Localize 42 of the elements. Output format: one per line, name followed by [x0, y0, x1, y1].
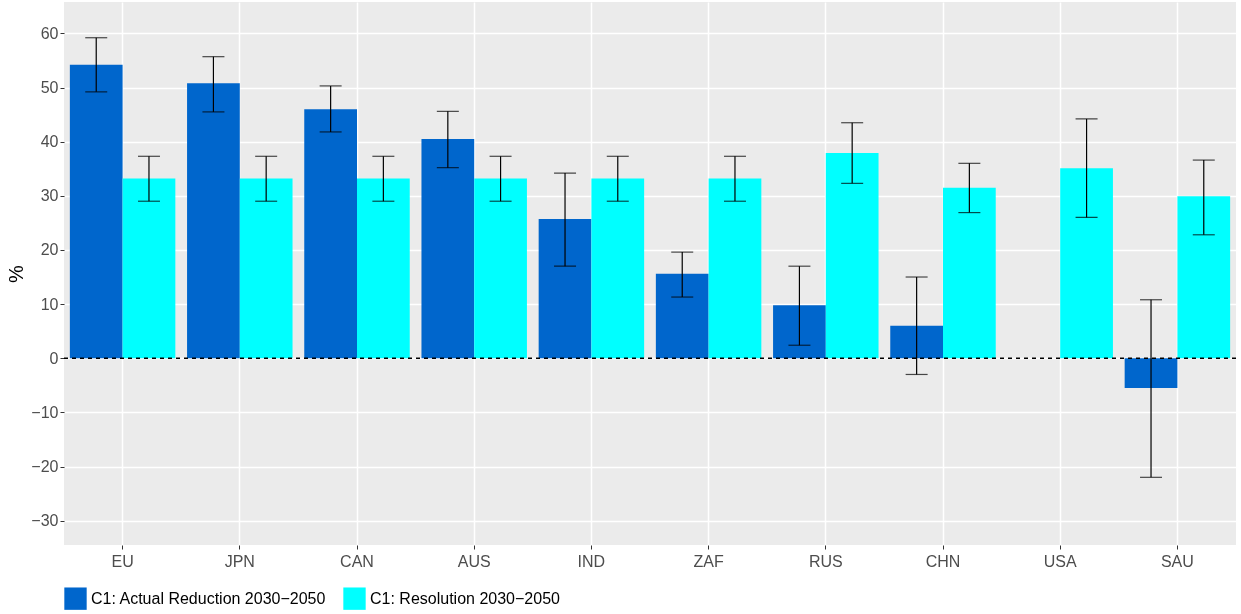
y-tick-label: 40 — [40, 133, 59, 151]
x-tick-label: SAU — [1160, 552, 1194, 570]
bar — [187, 83, 240, 359]
bar — [655, 273, 709, 359]
x-tick-label: CAN — [340, 552, 374, 570]
y-tick-label: −20 — [31, 458, 59, 475]
bar — [69, 64, 123, 359]
bar — [474, 178, 527, 359]
bar — [122, 178, 176, 359]
y-tick-label: 30 — [40, 187, 59, 205]
y-tick-label: 50 — [40, 79, 59, 97]
y-tick-label: −10 — [31, 403, 59, 421]
x-tick-label: CHN — [925, 552, 961, 570]
x-tick-label: IND — [577, 552, 606, 570]
y-tick-label: 10 — [40, 295, 59, 313]
bar — [773, 305, 826, 359]
legend-label: C1: Actual Reduction 2030−2050 — [91, 589, 326, 607]
bar — [1177, 196, 1231, 359]
y-tick-label: 20 — [40, 241, 59, 259]
bar — [239, 178, 293, 359]
bar — [538, 219, 592, 359]
y-tick-label: 0 — [49, 349, 59, 367]
bar — [825, 153, 879, 359]
legend-label: C1: Resolution 2030−2050 — [370, 589, 561, 607]
y-tick-label: −30 — [31, 512, 59, 530]
bar — [421, 138, 475, 359]
x-tick-label: ZAF — [693, 552, 724, 570]
bar — [943, 187, 996, 359]
y-axis-title: % — [5, 264, 28, 283]
bar — [304, 109, 357, 359]
bar — [890, 325, 943, 359]
x-tick-label: JPN — [224, 552, 255, 570]
bar — [1060, 168, 1113, 359]
bar — [591, 178, 645, 359]
x-tick-label: EU — [111, 552, 134, 570]
y-tick-label: 60 — [40, 24, 59, 42]
bar — [708, 178, 762, 359]
x-tick-label: USA — [1043, 552, 1077, 570]
x-tick-label: AUS — [457, 552, 491, 570]
x-tick-label: RUS — [808, 552, 843, 570]
bar — [357, 178, 410, 359]
bar — [1124, 358, 1178, 388]
